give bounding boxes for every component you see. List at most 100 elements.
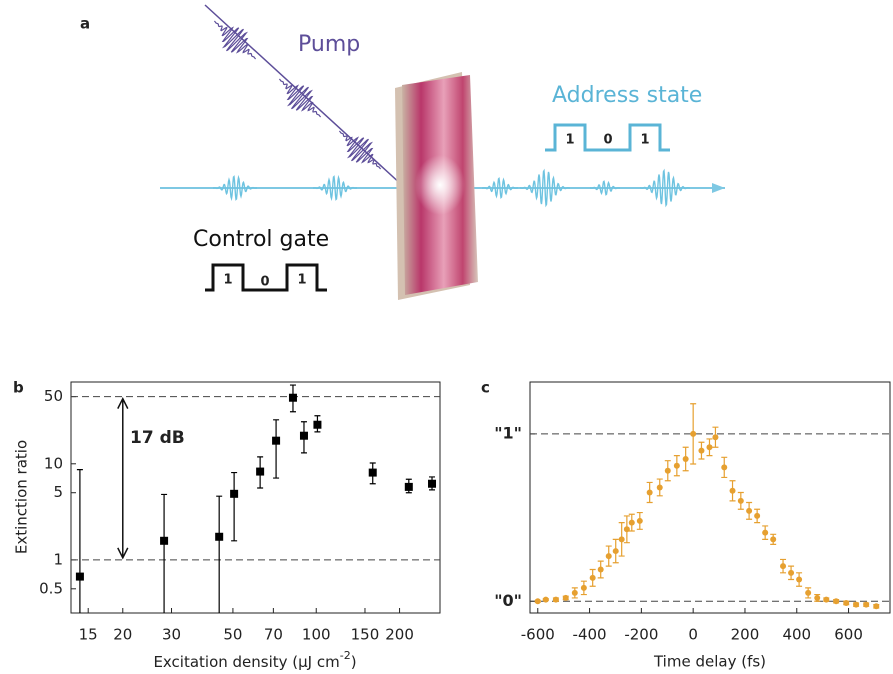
address-label: Address state [552,83,702,108]
x-tick-label: 30 [162,626,181,644]
data-point [553,597,559,603]
x-tick-label: 200 [385,626,414,644]
data-point [796,577,802,583]
data-point [706,444,712,450]
data-point [613,548,619,554]
data-point [873,603,879,609]
dimension-arrow [118,399,128,558]
panel-label: c [481,379,490,397]
error-bar [231,473,237,541]
x-tick-label: 15 [79,626,98,644]
panel-label: a [80,15,90,33]
bit: 1 [297,273,306,288]
data-point [863,602,869,608]
crystal-glow [415,155,465,215]
data-point [215,533,223,541]
x-axis-label-main: Excitation density (μJ cm [153,653,339,671]
data-point [619,536,625,542]
data-point [543,597,549,603]
y-tick-label: "0" [494,591,522,610]
y-tick-label: 5 [53,483,63,501]
x-axis-label: Excitation density (μJ cm-2) [153,649,356,671]
x-axis-label: Time delay (fs) [653,653,766,671]
data-point [770,536,776,542]
data-point [738,498,744,504]
error-bar [216,496,222,656]
y-tick-label: 1 [53,550,63,568]
data-layer [76,385,436,656]
data-point [698,448,704,454]
diagram [160,5,725,300]
x-tick-label: 400 [782,626,811,644]
data-point [823,597,829,603]
x-tick-label: 150 [351,626,380,644]
data-point [313,421,321,429]
y-tick-label: "1" [494,423,522,442]
beam-arrow [712,183,725,193]
y-axis-label: Extinction ratio [13,440,31,554]
bit: 1 [223,273,232,288]
data-point [230,490,238,498]
pump-label: Pump [298,32,360,57]
data-point [256,468,264,476]
bit: 0 [603,133,612,148]
data-point [690,431,696,437]
data-point [289,394,297,402]
pump-packet [214,21,255,59]
plot-frame [530,382,890,613]
data-point [629,520,635,526]
data-point [272,437,280,445]
data-point [581,585,587,591]
y-tick-label: 50 [44,387,63,405]
x-tick-label: -600 [521,626,555,644]
pump-packet [339,131,380,169]
page: a Pump Address state Control gate 1 0 1 … [0,0,893,674]
data-point [721,464,727,470]
wave-packet [590,181,620,194]
data-point [665,468,671,474]
data-point [563,595,569,601]
data-point [535,598,541,604]
x-tick-label: 100 [302,626,331,644]
data-point [647,489,653,495]
x-axis-label-end: ) [351,653,357,671]
data-point [780,563,786,569]
data-point [788,570,794,576]
data-point [712,434,718,440]
y-tick-label: 10 [44,454,63,472]
data-point [683,456,689,462]
bit: 1 [640,133,649,148]
bit: 0 [260,275,269,290]
x-tick-label: 600 [834,626,863,644]
control-label: Control gate [193,227,329,252]
wave-packet [520,171,570,205]
data-point [598,566,604,572]
x-tick-label: -200 [624,626,658,644]
wave-packet [640,171,690,205]
data-point [428,480,436,488]
data-point [762,530,768,536]
y-tick-label: 0.5 [39,579,63,597]
data-point [160,537,168,545]
figure: a Pump Address state Control gate 1 0 1 … [0,0,893,674]
data-point [76,573,84,581]
wave-packet [482,179,518,198]
data-point [590,575,596,581]
data-point [853,602,859,608]
data-layer [535,404,880,610]
x-tick-label: 0 [688,626,698,644]
annotation: 17 dB [130,428,185,448]
data-point [805,590,811,596]
pump-packet [279,79,320,117]
x-tick-label: 20 [113,626,132,644]
x-tick-label: 50 [223,626,242,644]
data-point [572,590,578,596]
x-axis-label-sup: -2 [340,649,351,662]
x-tick-label: 200 [731,626,760,644]
data-point [637,518,643,524]
data-point [405,483,413,491]
plot-frame [71,382,440,613]
data-point [300,432,308,440]
data-point [674,463,680,469]
bit: 1 [565,133,574,148]
